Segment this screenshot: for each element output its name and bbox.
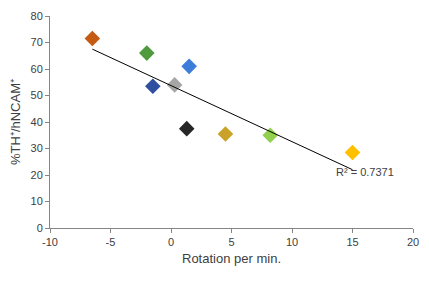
svg-text:Rotation per min.: Rotation per min. xyxy=(182,251,281,266)
svg-text:0: 0 xyxy=(168,236,174,248)
svg-text:50: 50 xyxy=(31,89,43,101)
svg-text:20: 20 xyxy=(31,169,43,181)
svg-text:%TH⁺/hNCAM⁺: %TH⁺/hNCAM⁺ xyxy=(8,79,23,165)
svg-text:0: 0 xyxy=(37,222,43,234)
svg-text:10: 10 xyxy=(31,195,43,207)
svg-text:R² = 0.7371: R² = 0.7371 xyxy=(336,166,394,178)
svg-text:80: 80 xyxy=(31,10,43,22)
svg-text:30: 30 xyxy=(31,142,43,154)
svg-text:60: 60 xyxy=(31,63,43,75)
svg-text:-10: -10 xyxy=(42,236,58,248)
svg-text:5: 5 xyxy=(228,236,234,248)
svg-text:10: 10 xyxy=(286,236,298,248)
svg-text:15: 15 xyxy=(346,236,358,248)
svg-text:20: 20 xyxy=(407,236,419,248)
svg-text:-5: -5 xyxy=(106,236,116,248)
svg-text:70: 70 xyxy=(31,36,43,48)
svg-text:40: 40 xyxy=(31,116,43,128)
